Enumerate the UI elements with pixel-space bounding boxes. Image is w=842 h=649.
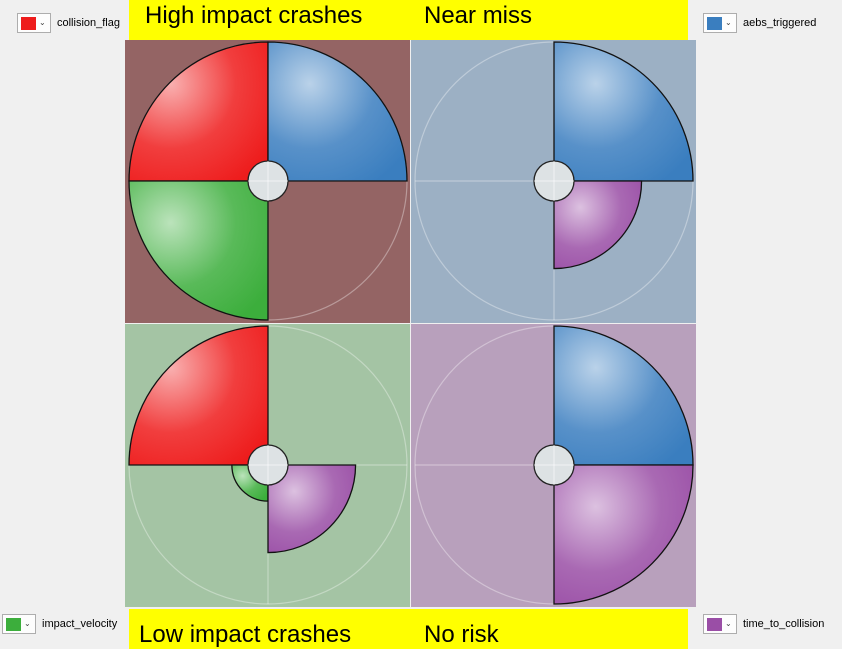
glyph-panel (125, 40, 410, 323)
color-swatch (707, 617, 722, 631)
sector-collision-flag (128, 325, 269, 466)
impact-velocity-color-picker[interactable]: ⌄ impact_velocity (2, 614, 117, 634)
time-to-collision-color-picker[interactable]: ⌄ time_to_collision (703, 614, 824, 634)
banner-no-risk: No risk (424, 621, 499, 648)
collision-flag-color-picker[interactable]: ⌄ collision_flag (17, 13, 120, 33)
sector-aebs-triggered (553, 325, 694, 466)
bottom-banner: Low impact crashes No risk (129, 609, 688, 649)
color-swatch (21, 16, 36, 30)
aebs-triggered-color-picker[interactable]: ⌄ aebs_triggered (703, 13, 816, 33)
color-dropdown[interactable]: ⌄ (703, 614, 737, 634)
sector-impact-velocity (128, 180, 269, 321)
glyph-panel (411, 40, 696, 323)
color-dropdown[interactable]: ⌄ (2, 614, 36, 634)
color-swatch (6, 617, 21, 631)
sector-aebs-triggered (267, 41, 408, 182)
picker-label: collision_flag (57, 17, 120, 29)
chevron-down-icon: ⌄ (725, 619, 732, 628)
sector-aebs-triggered (553, 41, 694, 182)
color-dropdown[interactable]: ⌄ (703, 13, 737, 33)
picker-label: impact_velocity (42, 618, 118, 630)
banner-high-impact-crashes: High impact crashes (145, 2, 363, 29)
picker-label: aebs_triggered (743, 17, 817, 29)
sector-time-to-collision (553, 464, 694, 605)
top-banner: High impact crashes Near miss (129, 0, 688, 40)
banner-near-miss: Near miss (424, 2, 533, 29)
chevron-down-icon: ⌄ (24, 619, 31, 628)
sector-time-to-collision (267, 464, 357, 554)
sector-time-to-collision (553, 180, 643, 270)
quadrant-glyph-chart (125, 40, 696, 607)
color-swatch (707, 16, 722, 30)
picker-label: time_to_collision (743, 618, 825, 630)
sector-collision-flag (128, 41, 269, 182)
color-dropdown[interactable]: ⌄ (17, 13, 51, 33)
glyph-panel (411, 324, 696, 607)
chevron-down-icon: ⌄ (725, 18, 732, 27)
chevron-down-icon: ⌄ (39, 18, 46, 27)
banner-low-impact-crashes: Low impact crashes (139, 621, 352, 648)
glyph-panel (125, 324, 410, 607)
